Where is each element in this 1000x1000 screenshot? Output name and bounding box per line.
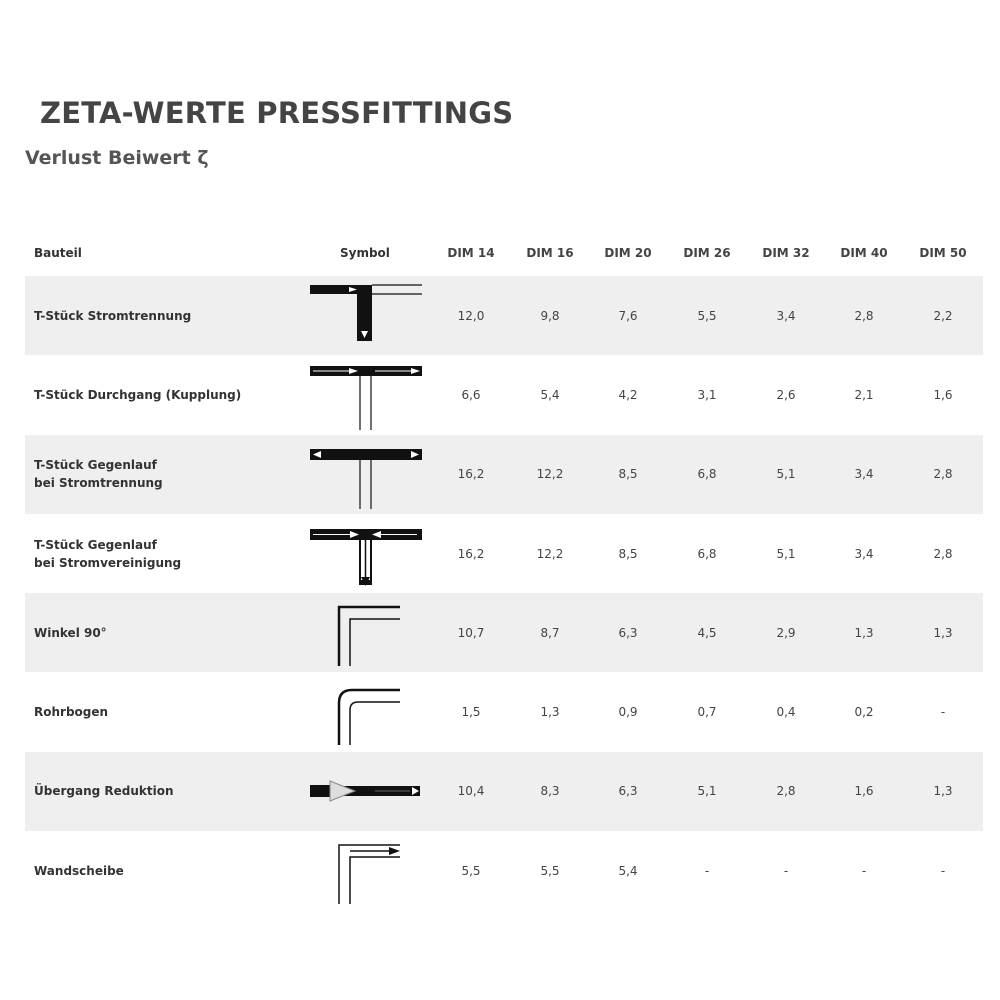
component-name: T-Stück Gegenlauf bei Stromtrennung (34, 458, 163, 491)
wall-plate-icon (305, 831, 425, 910)
header-dim20: DIM 20 (604, 246, 652, 260)
zeta-value: 3,4 (776, 308, 796, 323)
zeta-value: 7,6 (618, 308, 638, 323)
zeta-value: 5,5 (461, 863, 481, 878)
zeta-value: 6,8 (697, 546, 717, 561)
component-name: Winkel 90° (34, 625, 107, 640)
zeta-value: 12,2 (536, 546, 564, 561)
zeta-value: 2,6 (776, 387, 796, 402)
zeta-table: Bauteil Symbol DIM 14 DIM 16 DIM 20 DIM … (25, 230, 983, 910)
zeta-value: 2,8 (933, 467, 953, 482)
table-row: T-Stück Gegenlauf bei Stromtrennung 16,2… (25, 434, 983, 514)
component-name: T-Stück Stromtrennung (34, 308, 192, 323)
zeta-value: 8,5 (618, 467, 638, 482)
header-dim14: DIM 14 (447, 246, 495, 260)
tee-counter-split-icon (305, 435, 425, 514)
zeta-value: - (940, 863, 946, 878)
tee-counter-merge-icon (305, 514, 425, 593)
zeta-value: 6,3 (618, 625, 638, 640)
component-name: Übergang Reduktion (34, 784, 174, 799)
page-title: ZETA-WERTE PRESSFITTINGS (40, 96, 514, 130)
component-name: T-Stück Gegenlauf bei Stromvereinigung (34, 537, 182, 570)
component-name: Wandscheibe (34, 863, 124, 878)
zeta-value: 16,2 (457, 546, 485, 561)
tee-through-icon (305, 355, 425, 434)
header-dim16: DIM 16 (526, 246, 574, 260)
zeta-value: - (861, 863, 867, 878)
header-dim50: DIM 50 (919, 246, 967, 260)
header-bauteil: Bauteil (34, 246, 82, 260)
zeta-value: 12,0 (457, 308, 485, 323)
elbow-90-icon (305, 593, 425, 672)
zeta-value: 1,3 (933, 784, 953, 799)
zeta-value: 3,4 (854, 546, 874, 561)
tee-split-icon (305, 276, 425, 355)
zeta-value: 1,3 (933, 625, 953, 640)
zeta-value: 2,8 (776, 784, 796, 799)
table-row: Übergang Reduktion 10,4 8,3 6,3 5,1 2,8 1,6 1,… (25, 751, 983, 832)
zeta-value: 0,4 (776, 705, 796, 720)
header-symbol: Symbol (340, 246, 390, 260)
header-dim32: DIM 32 (762, 246, 810, 260)
zeta-value: 8,3 (540, 784, 560, 799)
zeta-value: 16,2 (457, 467, 485, 482)
zeta-value: - (940, 705, 946, 720)
zeta-value: 1,3 (854, 625, 874, 640)
zeta-value: 2,1 (854, 387, 874, 402)
table-row: Winkel 90° 10,7 8,7 6,3 4,5 2,9 1,3 1,3 (25, 593, 983, 673)
zeta-value: 5,4 (618, 863, 638, 878)
zeta-value: 2,8 (933, 546, 953, 561)
zeta-value: 5,5 (540, 863, 560, 878)
zeta-value: 6,6 (461, 387, 481, 402)
zeta-value: 0,7 (697, 705, 717, 720)
zeta-value: 8,5 (618, 546, 638, 561)
zeta-value: 1,5 (461, 705, 481, 720)
zeta-value: 1,6 (854, 784, 874, 799)
zeta-value: 1,6 (933, 387, 953, 402)
zeta-value: 12,2 (536, 467, 564, 482)
header-dim40: DIM 40 (840, 246, 888, 260)
zeta-value: 4,2 (618, 387, 638, 402)
zeta-value: 10,7 (457, 625, 485, 640)
component-name: T-Stück Durchgang (Kupplung) (34, 387, 242, 402)
zeta-value: - (704, 863, 710, 878)
zeta-value: 0,9 (618, 705, 638, 720)
zeta-value: 2,2 (933, 308, 953, 323)
component-name: Rohrbogen (34, 705, 109, 720)
table-row: T-Stück Gegenlauf bei Stromvereinigung 1… (25, 514, 983, 593)
zeta-value: 4,5 (697, 625, 717, 640)
reducer-icon (305, 752, 425, 831)
zeta-value: 5,1 (776, 546, 796, 561)
table-row: Wandscheibe 5,5 5,5 5,4 - - - - (25, 831, 983, 910)
zeta-value: 8,7 (540, 625, 560, 640)
zeta-value: 2,9 (776, 625, 796, 640)
zeta-value: 5,4 (540, 387, 560, 402)
zeta-value: 5,1 (697, 784, 717, 799)
zeta-value: - (783, 863, 789, 878)
zeta-value: 6,3 (618, 784, 638, 799)
zeta-value: 0,2 (854, 705, 874, 720)
zeta-value: 5,1 (776, 467, 796, 482)
table-row: T-Stück Durchgang (Kupplung) 6,6 5,4 4,2 3,… (25, 355, 983, 434)
zeta-value: 5,5 (697, 308, 717, 323)
table-row: T-Stück Stromtrennung 12,0 9,8 7,6 5,5 3,4 2,… (25, 276, 983, 356)
pipe-bend-icon (305, 672, 425, 751)
zeta-value: 9,8 (540, 308, 560, 323)
zeta-value: 2,8 (854, 308, 874, 323)
table-header: Bauteil Symbol DIM 14 DIM 16 DIM 20 DIM … (25, 230, 983, 276)
zeta-value: 6,8 (697, 467, 717, 482)
zeta-value: 3,1 (697, 387, 717, 402)
header-dim26: DIM 26 (683, 246, 731, 260)
zeta-value: 3,4 (854, 467, 874, 482)
zeta-value: 1,3 (540, 705, 560, 720)
zeta-value: 10,4 (457, 784, 485, 799)
table-row: Rohrbogen 1,5 1,3 0,9 0,7 0,4 0,2 - (25, 672, 983, 751)
page-subtitle: Verlust Beiwert ζ (25, 147, 209, 169)
